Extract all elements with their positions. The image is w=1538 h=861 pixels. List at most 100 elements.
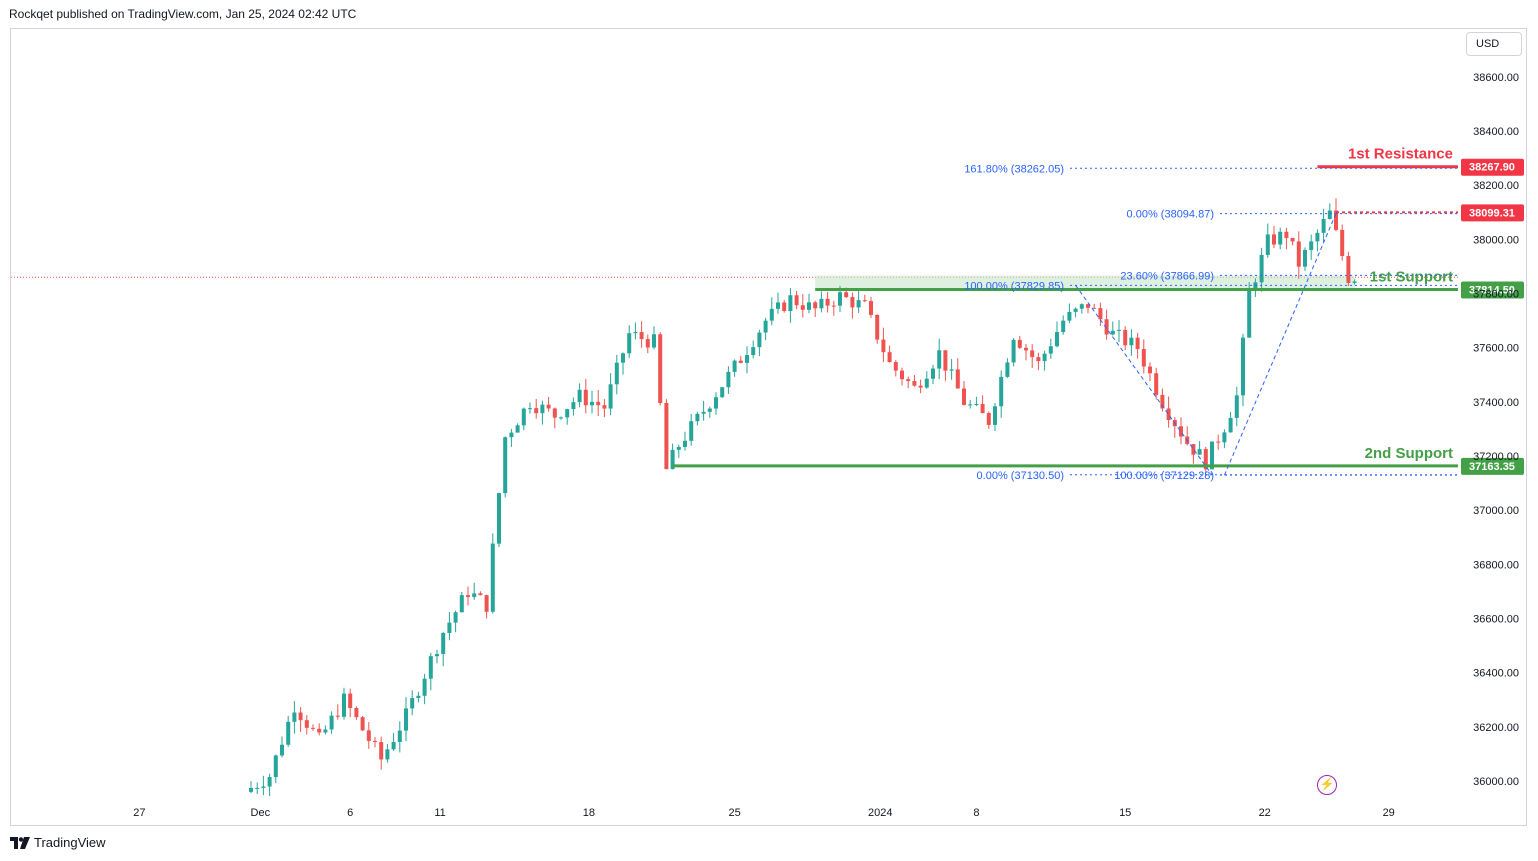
chart-frame[interactable] [10, 28, 1527, 826]
lightning-icon[interactable]: ⚡ [1317, 775, 1337, 795]
time-tick-label: Dec [251, 807, 271, 819]
candle-body [1135, 337, 1140, 350]
candle-body [732, 360, 737, 372]
candle-body [335, 715, 340, 717]
candle-body [893, 362, 898, 371]
candle-body [366, 730, 371, 741]
candle-body [472, 593, 477, 598]
candle-body [298, 712, 303, 721]
support-zone [815, 275, 1355, 290]
candle-body [453, 612, 458, 623]
candle-body [1141, 349, 1146, 367]
candle-body [1296, 241, 1301, 267]
candle-body [900, 370, 904, 380]
candle-body [856, 300, 861, 308]
tradingview-logo[interactable]: TradingView [10, 835, 106, 850]
candle-body [410, 698, 415, 709]
candle-body [974, 403, 979, 405]
candle-body [813, 302, 818, 309]
time-tick-label: 2024 [868, 807, 892, 819]
price-tick-label: 36400.00 [1473, 668, 1519, 680]
price-tick-label: 37000.00 [1473, 505, 1519, 517]
candle-body [379, 742, 384, 760]
candle-body [552, 408, 557, 418]
time-tick-label: 8 [973, 807, 979, 819]
candle-body [968, 404, 973, 406]
candle-body [1278, 231, 1283, 245]
fib-trend-line [1075, 285, 1213, 476]
candle-body [1073, 308, 1078, 312]
level-label: 1st Support [1370, 269, 1453, 286]
candle-body [1315, 232, 1320, 242]
candle-body [639, 332, 644, 340]
candle-body [1234, 395, 1239, 418]
candle-body [738, 360, 743, 363]
candle-body [1340, 229, 1345, 257]
candle-body [881, 339, 886, 353]
support-zone-layer [815, 275, 1355, 290]
fib-label: 23.60% (37866.99) [1120, 270, 1214, 282]
price-tag-label: 37814.50 [1469, 285, 1515, 297]
candle-body [906, 379, 911, 382]
candle-body [924, 378, 929, 388]
price-tag-label: 37163.35 [1469, 461, 1515, 473]
candle-body [1067, 311, 1072, 321]
candle-body [323, 729, 328, 733]
candle-body [478, 593, 483, 596]
candle-body [1346, 256, 1351, 283]
candle-body [1011, 339, 1016, 363]
candle-body [490, 543, 495, 612]
published-header: Rockqet published on TradingView.com, Ja… [9, 7, 357, 21]
footer-brand: TradingView [34, 835, 106, 850]
candle-body [280, 744, 284, 756]
candle-body [912, 381, 917, 386]
currency-selector[interactable]: USD [1466, 32, 1522, 56]
candle-body [428, 656, 433, 679]
candle-body [497, 493, 501, 544]
candle-body [726, 371, 731, 388]
candle-body [757, 332, 762, 348]
candle-body [664, 402, 669, 470]
candle-body [875, 314, 880, 340]
candle-body [422, 678, 427, 696]
candle-body [949, 369, 954, 371]
candle-body [1036, 357, 1041, 362]
candle-body [534, 408, 539, 414]
candle-body [602, 405, 607, 409]
candle-body [788, 295, 793, 312]
candle-body [1303, 249, 1307, 267]
price-tick-label: 37400.00 [1473, 397, 1519, 409]
candle-body [670, 449, 675, 470]
candle-body [825, 298, 830, 306]
candle-body [1334, 210, 1338, 230]
time-tick-label: 27 [133, 807, 145, 819]
candle-body [1154, 373, 1159, 395]
price-tag-label: 38099.31 [1469, 207, 1515, 219]
candle-body [397, 730, 402, 742]
candle-body [1228, 417, 1233, 433]
fib-label: 0.00% (37130.50) [977, 470, 1064, 482]
candle-body [565, 409, 570, 418]
candle-body [255, 787, 260, 789]
candle-body [633, 332, 638, 334]
candle-body [1061, 320, 1066, 333]
candle-body [590, 401, 594, 406]
candle-body [1110, 330, 1115, 335]
candle-body [850, 297, 855, 308]
candle-body [1160, 394, 1165, 409]
candle-body [416, 695, 421, 699]
candle-body [292, 712, 297, 722]
candle-body [1321, 218, 1326, 233]
time-tick-label: 11 [434, 807, 445, 819]
candle-body [701, 411, 706, 414]
candle-body [887, 352, 892, 363]
candle-body [466, 595, 470, 598]
candle-body [583, 389, 588, 406]
candle-body [1005, 362, 1010, 377]
fib-trend-line [1223, 213, 1337, 476]
candle-body [1104, 319, 1109, 335]
candle-body [1265, 234, 1270, 255]
candle-body [1216, 441, 1221, 443]
candle-body [819, 298, 824, 309]
